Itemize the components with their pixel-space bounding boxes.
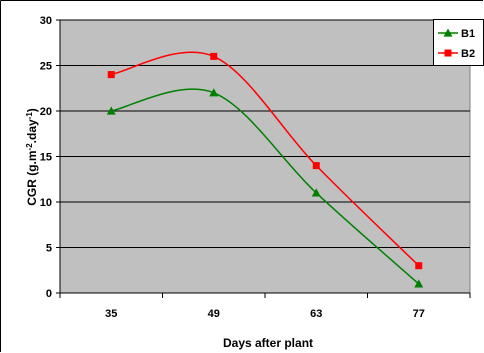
data-point-b1 — [209, 88, 219, 97]
y-tick-label: 5 — [46, 243, 52, 255]
legend-item-b1: B1 — [438, 28, 475, 40]
x-axis-title: Days after plant — [223, 336, 313, 350]
y-tick-label: 30 — [40, 15, 52, 27]
y-axis-title-base: CGR (g.m — [25, 150, 39, 205]
legend-box — [433, 19, 484, 66]
legend-label-b1: B1 — [461, 28, 475, 40]
legend-items: B1 B2 — [438, 28, 475, 60]
series-line-b1 — [111, 88, 420, 285]
y-tick-label: 10 — [40, 197, 52, 209]
data-point-b2 — [415, 262, 423, 270]
x-tick-label: 35 — [105, 308, 117, 320]
legend-marker-b2 — [444, 49, 452, 57]
series-layer — [106, 51, 424, 288]
series-b2 — [107, 51, 423, 270]
legend-item-b2: B2 — [438, 48, 475, 60]
series-b1 — [106, 88, 424, 288]
series-line-b2 — [111, 51, 420, 267]
y-axis-title-sup2: -1 — [25, 112, 34, 120]
legend: B1 B2 — [433, 19, 484, 66]
x-tick-label: 49 — [208, 308, 220, 320]
data-point-b1 — [311, 188, 321, 197]
y-tick-label: 15 — [40, 152, 52, 164]
y-axis-title-end: ) — [25, 108, 39, 112]
y-axis-title: CGR (g.m-2.day-1) — [25, 108, 40, 206]
y-axis-title-mid: .day — [25, 119, 39, 143]
x-tick-labels: 35 49 63 77 — [105, 308, 425, 320]
data-point-b1 — [106, 106, 116, 115]
data-point-b1 — [414, 279, 424, 288]
x-tick-label: 77 — [413, 308, 425, 320]
legend-label-b2: B2 — [461, 48, 475, 60]
axes — [59, 20, 471, 298]
y-tick-label: 25 — [40, 61, 52, 73]
data-point-b2 — [107, 71, 115, 79]
y-tick-label: 0 — [46, 288, 52, 300]
data-point-b2 — [312, 162, 320, 170]
data-point-b2 — [210, 52, 218, 60]
y-axis-title-sup1: -2 — [25, 143, 34, 151]
y-tick-labels: 0 5 10 15 20 25 30 — [40, 15, 52, 300]
x-tick-label: 63 — [310, 308, 322, 320]
legend-marker-b1 — [443, 28, 453, 37]
y-tick-label: 20 — [40, 106, 52, 118]
grid-lines — [56, 19, 470, 294]
